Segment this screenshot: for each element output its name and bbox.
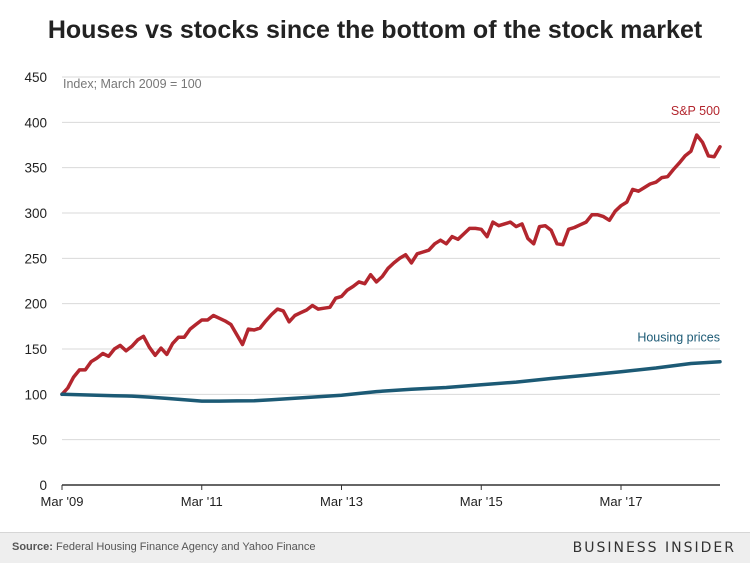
index-note: Index; March 2009 = 100 — [63, 77, 202, 91]
y-axis-ticks: 0 50 100 150 200 250 300 350 400 450 — [24, 70, 47, 493]
grid-lines — [62, 76, 720, 441]
x-tick-label: Mar '09 — [41, 494, 84, 509]
source-label: Source: — [12, 541, 53, 553]
source-note: Source: Federal Housing Finance Agency a… — [12, 541, 316, 553]
y-tick-label: 350 — [24, 161, 47, 176]
y-tick-label: 100 — [24, 387, 47, 402]
y-tick-label: 400 — [24, 115, 47, 130]
y-tick-label: 0 — [39, 478, 47, 493]
housing-prices-line — [60, 359, 722, 403]
y-tick-label: 450 — [24, 70, 47, 85]
housing-prices-label: Housing prices — [637, 331, 720, 345]
series-labels: S&P 500 Housing prices — [637, 104, 720, 345]
source-text: Federal Housing Finance Agency and Yahoo… — [56, 541, 316, 553]
sp500-label: S&P 500 — [671, 104, 720, 118]
x-tick-label: Mar '17 — [600, 494, 643, 509]
x-tick-label: Mar '11 — [181, 494, 223, 509]
x-axis-ticks: Mar '09 Mar '11 Mar '13 Mar '15 Mar '17 — [41, 485, 643, 509]
brand-logo: BUSINESS INSIDER — [572, 540, 736, 556]
y-tick-label: 200 — [24, 297, 47, 312]
x-tick-label: Mar '15 — [460, 494, 503, 509]
series-layer — [60, 133, 722, 403]
y-tick-label: 250 — [24, 251, 47, 266]
y-tick-label: 150 — [24, 342, 47, 357]
footer: Source: Federal Housing Finance Agency a… — [0, 532, 750, 563]
y-tick-label: 300 — [24, 206, 47, 221]
x-tick-label: Mar '13 — [320, 494, 363, 509]
chart-title: Houses vs stocks since the bottom of the… — [47, 16, 703, 44]
sp500-line — [60, 133, 722, 397]
y-tick-label: 50 — [32, 433, 47, 448]
